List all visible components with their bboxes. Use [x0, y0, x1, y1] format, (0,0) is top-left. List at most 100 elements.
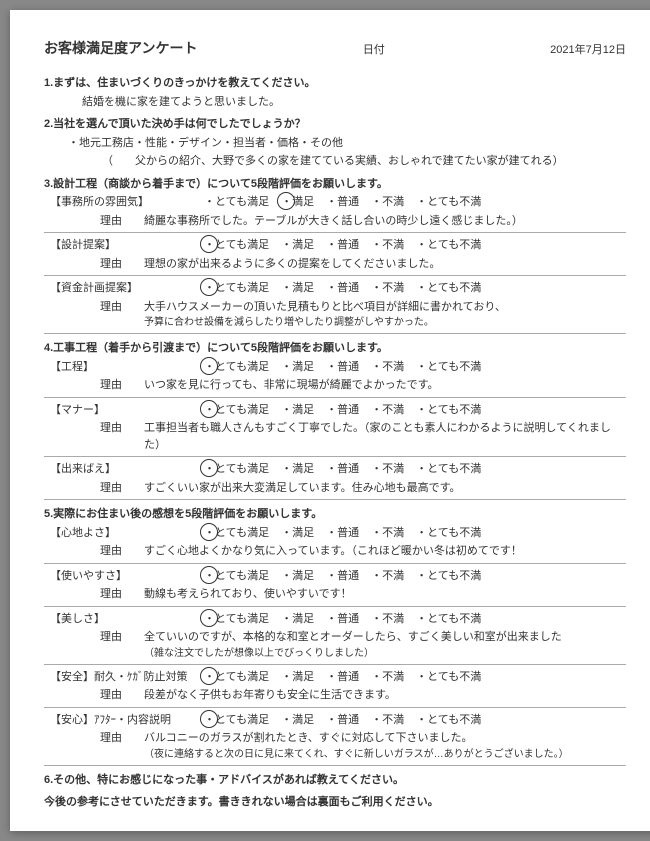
rating-option: ・不満 [371, 194, 416, 211]
reason-text: 動線も考えられており、使いやすいです！ [144, 586, 626, 603]
rating-option: ・普通 [326, 669, 371, 686]
q5-label: 【安全】耐久・ｹｶﾞ防止対策 [44, 669, 204, 686]
rating-scale: ・とても満足・満足・普通・不満・とても不満 [204, 461, 493, 478]
reason-label: 理由 [44, 256, 144, 273]
rating-option: ・とても不満 [416, 712, 493, 729]
q5-reason-row: 理由バルコニーのガラスが割れたとき、すぐに対応して下さいました。（夜に連絡すると… [44, 728, 626, 766]
q5-item: 【安全】耐久・ｹｶﾞ防止対策・とても満足・満足・普通・不満・とても不満理由段差が… [44, 669, 626, 708]
rating-option: ・不満 [371, 568, 416, 585]
q3-rating-row: 【設計提案】・とても満足・満足・普通・不満・とても不満 [44, 237, 626, 254]
reason-text: すごく心地よくかなり気に入っています。（これほど暖かい冬は初めてです！ [144, 543, 626, 560]
rating-option: ・満足 [281, 359, 326, 376]
rating-option: ・普通 [326, 280, 371, 297]
q4-reason-row: 理由工事担当者も職人さんもすごく丁寧でした。（家のことも素人にわかるように説明し… [44, 418, 626, 457]
rating-option: ・とても不満 [416, 402, 493, 419]
rating-option: ・普通 [326, 359, 371, 376]
q5-item: 【美しさ】・とても満足・満足・普通・不満・とても不満理由全ていいのですが、本格的… [44, 611, 626, 665]
reason-label: 理由 [44, 480, 144, 497]
rating-option: ・満足 [281, 280, 326, 297]
rating-scale: ・とても満足・満足・普通・不満・とても不満 [204, 280, 493, 297]
q3-label: 【資金計画提案】 [44, 280, 204, 297]
rating-option: ・普通 [326, 611, 371, 628]
q5-item: 【使いやすさ】・とても満足・満足・普通・不満・とても不満理由動線も考えられており… [44, 568, 626, 607]
q5-rating-row: 【安全】耐久・ｹｶﾞ防止対策・とても満足・満足・普通・不満・とても不満 [44, 669, 626, 686]
q3-item: 【事務所の雰囲気】・とても満足・満足・普通・不満・とても不満理由綺麗な事務所でし… [44, 194, 626, 233]
q6-line1: 6.その他、特にお感じになった事・アドバイスがあれば教えてください。 [44, 772, 626, 789]
rating-scale: ・とても満足・満足・普通・不満・とても不満 [204, 359, 493, 376]
rating-scale: ・とても満足・満足・普通・不満・とても不満 [204, 194, 493, 211]
q4-item: 【出来ばえ】・とても満足・満足・普通・不満・とても不満理由すごくいい家が出来大変… [44, 461, 626, 500]
q5-reason-row: 理由全ていいのですが、本格的な和室とオーダーしたら、すごく美しい和室が出来ました… [44, 627, 626, 665]
rating-option: ・普通 [326, 194, 371, 211]
q4-heading: 4.工事工程（着手から引渡まで）について5段階評価をお願いします。 [44, 340, 626, 357]
q5-label: 【使いやすさ】 [44, 568, 204, 585]
reason-text: 段差がなく子供もお年寄りも安全に生活できます。 [144, 687, 626, 704]
rating-option: ・とても満足 [204, 712, 281, 729]
rating-option: ・普通 [326, 525, 371, 542]
rating-option: ・とても満足 [204, 568, 281, 585]
q3-reason-row: 理由綺麗な事務所でした。テーブルが大きく話し合いの時少し遠く感じました。） [44, 211, 626, 234]
rating-option: ・とても不満 [416, 461, 493, 478]
rating-option: ・とても満足 [204, 525, 281, 542]
rating-option: ・普通 [326, 568, 371, 585]
q5-rating-row: 【使いやすさ】・とても満足・満足・普通・不満・とても不満 [44, 568, 626, 585]
rating-option: ・とても不満 [416, 568, 493, 585]
reason-label: 理由 [44, 377, 144, 394]
rating-option: ・とても不満 [416, 359, 493, 376]
rating-option: ・満足 [281, 461, 326, 478]
rating-option: ・とても不満 [416, 611, 493, 628]
reason-text: 全ていいのですが、本格的な和室とオーダーしたら、すごく美しい和室が出来ました（雑… [144, 629, 626, 661]
q5-item: 【心地よさ】・とても満足・満足・普通・不満・とても不満理由すごく心地よくかなり気… [44, 525, 626, 564]
q4-label: 【工程】 [44, 359, 204, 376]
rating-option: ・不満 [371, 280, 416, 297]
q5-reason-row: 理由動線も考えられており、使いやすいです！ [44, 584, 626, 607]
rating-scale: ・とても満足・満足・普通・不満・とても不満 [204, 669, 493, 686]
q5-label: 【安心】ｱﾌﾀｰ・内容説明 [44, 712, 204, 729]
q4-item: 【工程】・とても満足・満足・普通・不満・とても不満理由いつ家を見に行っても、非常… [44, 359, 626, 398]
rating-scale: ・とても満足・満足・普通・不満・とても不満 [204, 402, 493, 419]
q5-item: 【安心】ｱﾌﾀｰ・内容説明・とても満足・満足・普通・不満・とても不満理由バルコニ… [44, 712, 626, 766]
header: お客様満足度アンケート 日付 2021年7月12日 [44, 38, 626, 59]
q1-answer: 結婚を機に家を建てようと思いました。 [44, 94, 626, 111]
rating-option: ・満足 [281, 712, 326, 729]
q5-rating-row: 【美しさ】・とても満足・満足・普通・不満・とても不満 [44, 611, 626, 628]
q4-rating-row: 【出来ばえ】・とても満足・満足・普通・不満・とても不満 [44, 461, 626, 478]
q3-reason-row: 理由大手ハウスメーカーの頂いた見積もりと比べ項目が詳細に書かれており、予算に合わ… [44, 297, 626, 335]
q5-rating-row: 【心地よさ】・とても満足・満足・普通・不満・とても不満 [44, 525, 626, 542]
rating-option: ・とても不満 [416, 669, 493, 686]
page-title: お客様満足度アンケート [44, 38, 197, 59]
q6-line2: 今後の参考にさせていただきます。書ききれない場合は裏面もご利用ください。 [44, 794, 626, 811]
q4-rating-row: 【工程】・とても満足・満足・普通・不満・とても不満 [44, 359, 626, 376]
reason-label: 理由 [44, 213, 144, 230]
rating-option: ・満足 [281, 237, 326, 254]
q5-reason-row: 理由すごく心地よくかなり気に入っています。（これほど暖かい冬は初めてです！ [44, 541, 626, 564]
q3-label: 【事務所の雰囲気】 [44, 194, 204, 211]
rating-scale: ・とても満足・満足・普通・不満・とても不満 [204, 237, 493, 254]
reason-text: 理想の家が出来るように多くの提案をしてくださいました。 [144, 256, 626, 273]
q4-reason-row: 理由いつ家を見に行っても、非常に現場が綺麗でよかったです。 [44, 375, 626, 398]
reason-label: 理由 [44, 299, 144, 316]
date-value: 2021年7月12日 [550, 42, 626, 59]
reason-label: 理由 [44, 543, 144, 560]
q2-options: ・地元工務店・性能・デザイン・担当者・価格・その他 [44, 135, 626, 152]
rating-option: ・不満 [371, 461, 416, 478]
date-label: 日付 [363, 42, 385, 59]
q3-item: 【設計提案】・とても満足・満足・普通・不満・とても不満理由理想の家が出来るように… [44, 237, 626, 276]
rating-option: ・満足 [281, 568, 326, 585]
reason-text: すごくいい家が出来大変満足しています。住み心地も最高です。 [144, 480, 626, 497]
reason-label: 理由 [44, 629, 144, 646]
q3-item: 【資金計画提案】・とても満足・満足・普通・不満・とても不満理由大手ハウスメーカー… [44, 280, 626, 334]
rating-option: ・満足 [281, 525, 326, 542]
reason-text: 工事担当者も職人さんもすごく丁寧でした。（家のことも素人にわかるように説明してく… [144, 420, 626, 453]
rating-option: ・とても満足 [204, 669, 281, 686]
reason-label: 理由 [44, 420, 144, 437]
reason-label: 理由 [44, 730, 144, 747]
q2-answer: （ 父からの紹介、大野で多くの家を建てている実績、おしゃれで建てたい家が建てれる… [44, 153, 626, 170]
rating-option: ・不満 [371, 237, 416, 254]
rating-option: ・普通 [326, 712, 371, 729]
rating-option: ・満足 [281, 194, 326, 211]
q3-label: 【設計提案】 [44, 237, 204, 254]
rating-option: ・不満 [371, 669, 416, 686]
rating-option: ・満足 [281, 611, 326, 628]
rating-option: ・不満 [371, 712, 416, 729]
